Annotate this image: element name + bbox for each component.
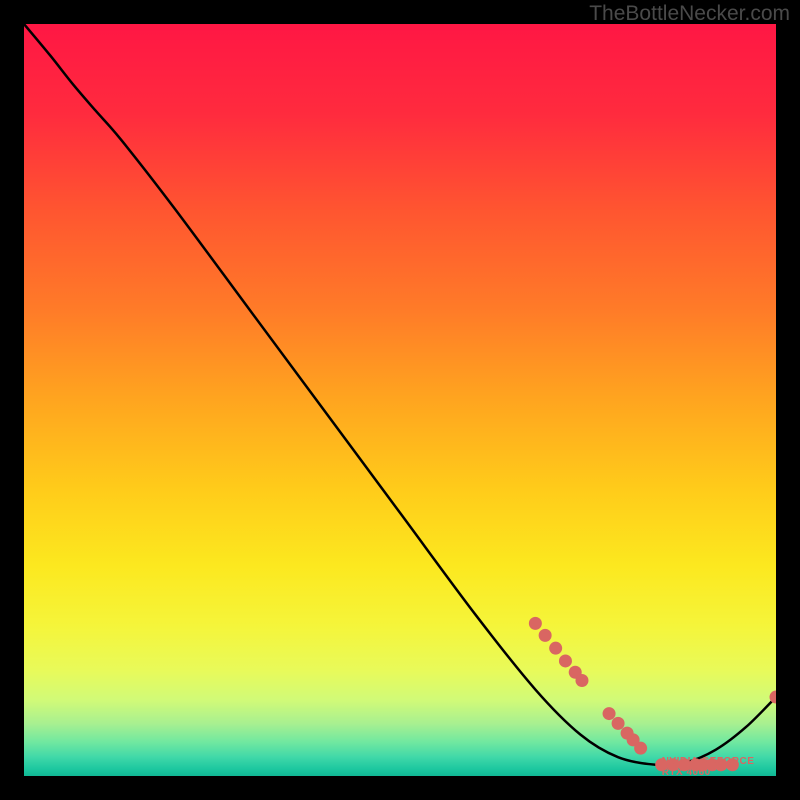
data-marker [575, 674, 588, 687]
data-markers [529, 617, 776, 771]
bottleneck-curve [24, 24, 776, 765]
chart-plot-area: NVIDIA GEFORCE RTX 4060 [24, 24, 776, 776]
data-marker [549, 642, 562, 655]
data-marker [603, 707, 616, 720]
data-marker [612, 717, 625, 730]
data-marker [539, 629, 552, 642]
data-marker [634, 742, 647, 755]
curve-layer [24, 24, 776, 776]
chart-series-label: NVIDIA GEFORCE RTX 4060 [662, 756, 776, 778]
watermark-text: TheBottleNecker.com [589, 2, 790, 26]
data-marker [559, 654, 572, 667]
data-marker [529, 617, 542, 630]
chart-container: TheBottleNecker.com NVIDIA GEFORCE RTX 4… [0, 0, 800, 800]
